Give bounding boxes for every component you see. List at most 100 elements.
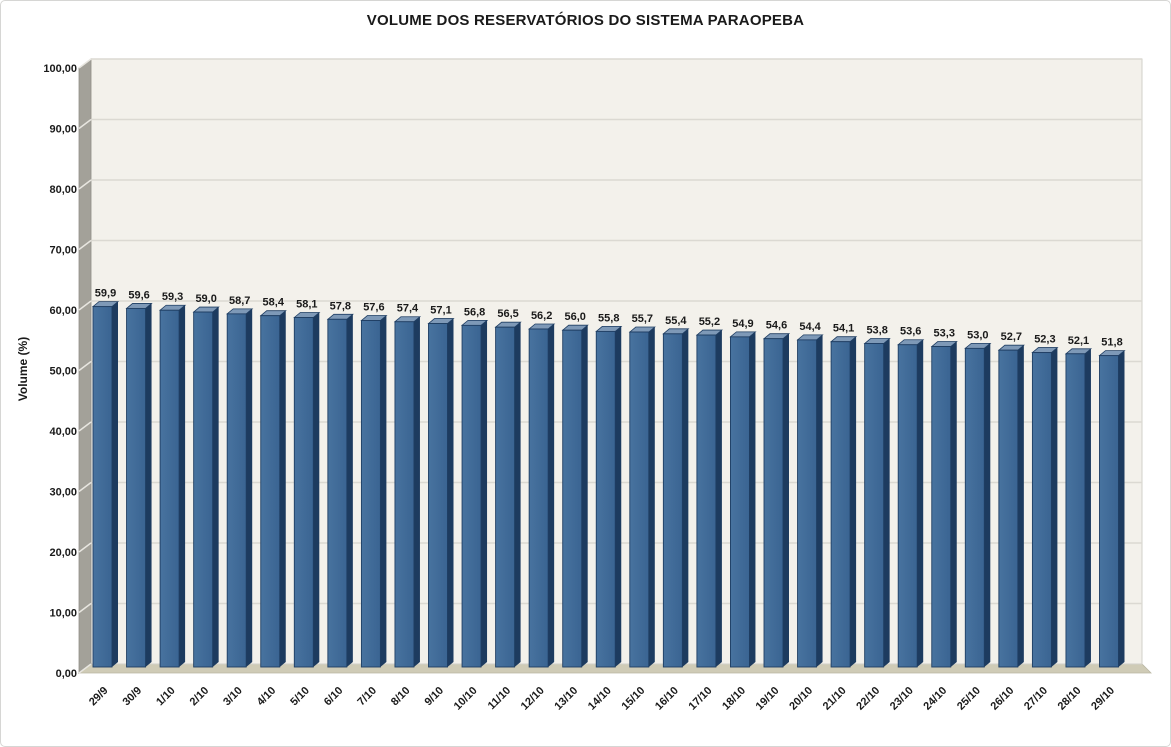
bar-side [648,327,655,667]
bar-value-label: 55,8 [598,312,619,324]
bar-value-label: 53,0 [967,329,988,341]
bar-value-label: 59,9 [95,288,116,300]
bar-value-label: 58,4 [263,297,285,309]
bar [830,341,851,668]
bar-side [212,307,219,667]
bar-value-label: 58,1 [296,298,317,310]
bar-value-label: 57,8 [330,300,351,312]
bar-value-label: 53,8 [866,325,887,337]
x-tick-label: 22/10 [854,685,882,713]
bar-side [1051,347,1058,667]
wall-notch [78,602,92,614]
y-tick-label: 50,00 [49,366,77,378]
x-tick-label: 26/10 [989,685,1017,713]
bar-side [481,320,488,667]
bar [461,324,482,668]
y-tick-label: 60,00 [49,305,77,317]
bar-value-label: 52,7 [1001,331,1022,343]
bar-side [112,301,118,667]
bar-value-label: 57,1 [430,305,451,317]
bar [730,336,750,668]
x-tick-label: 5/10 [288,685,312,709]
bar-value-label: 54,4 [799,321,821,333]
x-tick-label: 23/10 [888,685,916,713]
bar [92,306,113,668]
bar-side [783,333,789,667]
bar-value-label: 52,1 [1068,335,1089,347]
bar-side [581,325,588,667]
bar [998,349,1019,668]
x-tick-label: 16/10 [653,685,681,713]
x-tick-label: 15/10 [619,685,647,713]
wall-notch [78,300,92,311]
bar-value-label: 59,0 [195,293,216,305]
x-tick-label: 19/10 [754,685,782,713]
bar [360,320,381,668]
wall-notch [78,481,92,493]
y-tick-label: 0,00 [56,668,77,680]
bar [662,333,683,668]
bar-value-label: 51,8 [1101,337,1122,349]
bar [629,331,650,668]
bar-value-label: 56,5 [497,308,518,320]
bar-side [246,308,253,667]
x-tick-label: 25/10 [955,685,983,713]
bar-side [816,334,823,667]
wall-notch [78,421,92,432]
y-tick-label: 70,00 [49,245,77,257]
bar-value-label: 56,8 [464,306,485,318]
bar-side [917,339,924,667]
x-tick-label: 4/10 [255,685,279,709]
bar-side [850,336,857,667]
bar [595,330,616,668]
bar-value-label: 56,0 [564,311,585,323]
wall-notch [78,118,92,130]
bar [193,311,214,668]
bar [528,328,549,668]
bar-side [1017,345,1024,667]
x-tick-label: 7/10 [355,685,379,709]
bar-value-label: 53,3 [934,328,955,340]
bar [1099,355,1119,668]
bar [1031,352,1052,668]
x-tick-label: 14/10 [586,685,614,713]
bar-value-label: 57,6 [363,302,384,314]
bar [159,309,180,668]
x-tick-label: 21/10 [821,685,849,713]
bar-side [1084,348,1091,667]
bar-side [514,322,521,667]
bar [864,343,885,668]
bar-value-label: 59,3 [162,291,183,303]
bar-side [279,310,286,667]
bar [797,339,817,668]
bar-value-label: 52,3 [1034,334,1055,346]
x-tick-label: 3/10 [221,685,245,709]
bar-side [715,330,722,667]
bar-value-label: 58,7 [229,295,250,307]
bar [931,346,952,668]
bar [226,313,247,668]
bar-value-label: 54,6 [766,320,787,332]
x-tick-label: 8/10 [389,685,413,709]
bar-side [984,343,991,667]
bar [428,323,448,668]
bar-side [615,326,622,667]
x-tick-label: 10/10 [452,685,480,713]
x-tick-label: 18/10 [720,685,748,713]
x-tick-label: 29/9 [87,685,111,709]
bar [394,321,415,668]
bar [126,307,147,668]
x-tick-label: 24/10 [921,685,949,713]
bar-value-label: 55,7 [632,313,653,325]
x-tick-label: 12/10 [519,685,547,713]
bar-side [346,314,353,667]
bar [696,334,717,668]
x-tick-label: 2/10 [188,685,212,709]
wall-notch [78,663,92,674]
bar [260,315,281,668]
bar [763,338,784,668]
y-tick-label: 20,00 [49,547,77,559]
x-tick-label: 28/10 [1056,685,1084,713]
y-tick-label: 10,00 [49,608,77,620]
